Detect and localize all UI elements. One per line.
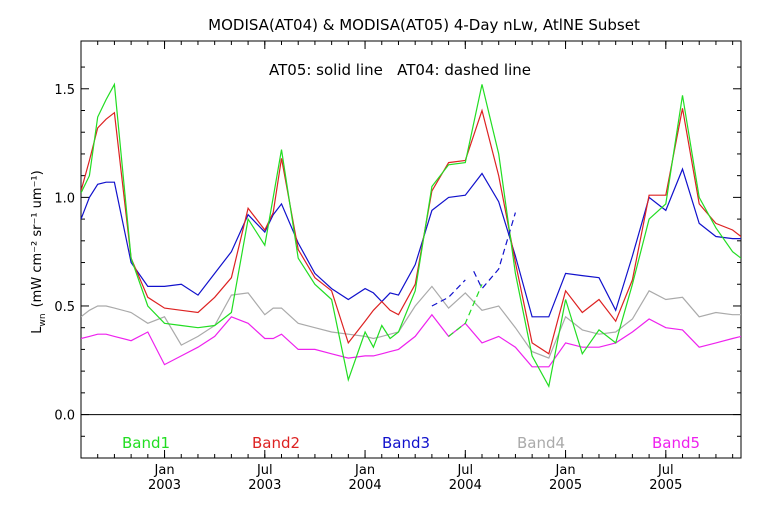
y-tick-label: 1.0 [54, 191, 75, 206]
y-axis-label-subscript: wn [38, 313, 48, 326]
series-line-band5 [81, 313, 741, 368]
series-line-band2 [81, 108, 741, 355]
legend-item-band2: Band2 [252, 434, 300, 452]
legend-item-band5: Band5 [652, 434, 700, 452]
x-tick-label-year: 2004 [349, 478, 382, 493]
dashed-line-band1 [448, 284, 483, 337]
chart-subtitle: AT05: solid line AT04: dashed line [269, 61, 531, 79]
svg-text:Lwn(mW cm⁻² sr⁻¹ um⁻¹): Lwn (mW cm⁻² sr⁻¹ um⁻¹) [30, 170, 48, 333]
series-line-band1 [81, 82, 741, 389]
legend: Band1 Band2 Band3 Band4 Band5 [122, 434, 700, 452]
series-line-band4 [81, 285, 741, 359]
x-tick-label-month: Jan [354, 463, 375, 478]
x-tick-label-year: 2005 [549, 478, 582, 493]
x-tick-label-year: 2003 [148, 478, 181, 493]
legend-item-band4: Band4 [517, 434, 565, 452]
x-tick-label-month: Jul [456, 463, 473, 478]
series-line-band3 [81, 167, 741, 318]
x-tick-label-year: 2004 [449, 478, 482, 493]
y-axis-label-main: L [30, 326, 45, 334]
chart-title: MODISA(AT04) & MODISA(AT05) 4-Day nLw, A… [208, 16, 640, 34]
dashed-line-band3 [431, 279, 466, 307]
plot-frame [80, 40, 742, 459]
x-tick-label-month: Jan [555, 463, 576, 478]
x-tick-label-month: Jul [657, 463, 674, 478]
legend-item-band1: Band1 [122, 434, 170, 452]
x-tick-label-month: Jul [256, 463, 273, 478]
dashed-line-band3 [473, 212, 516, 290]
plot-area: 0.00.51.01.5Jan2003Jul2003Jan2004Jul2004… [54, 40, 742, 493]
y-tick-label: 0.5 [54, 300, 75, 315]
y-tick-label: 1.5 [54, 83, 75, 98]
legend-item-band3: Band3 [382, 434, 430, 452]
y-axis-label: Lwn (mW cm⁻² sr⁻¹ um⁻¹) [30, 170, 48, 333]
x-tick-label-month: Jan [154, 463, 175, 478]
x-tick-label-year: 2005 [649, 478, 682, 493]
y-tick-label: 0.0 [54, 409, 75, 424]
x-tick-label-year: 2003 [248, 478, 281, 493]
y-axis-label-units: (mW cm⁻² sr⁻¹ um⁻¹) [30, 170, 45, 307]
